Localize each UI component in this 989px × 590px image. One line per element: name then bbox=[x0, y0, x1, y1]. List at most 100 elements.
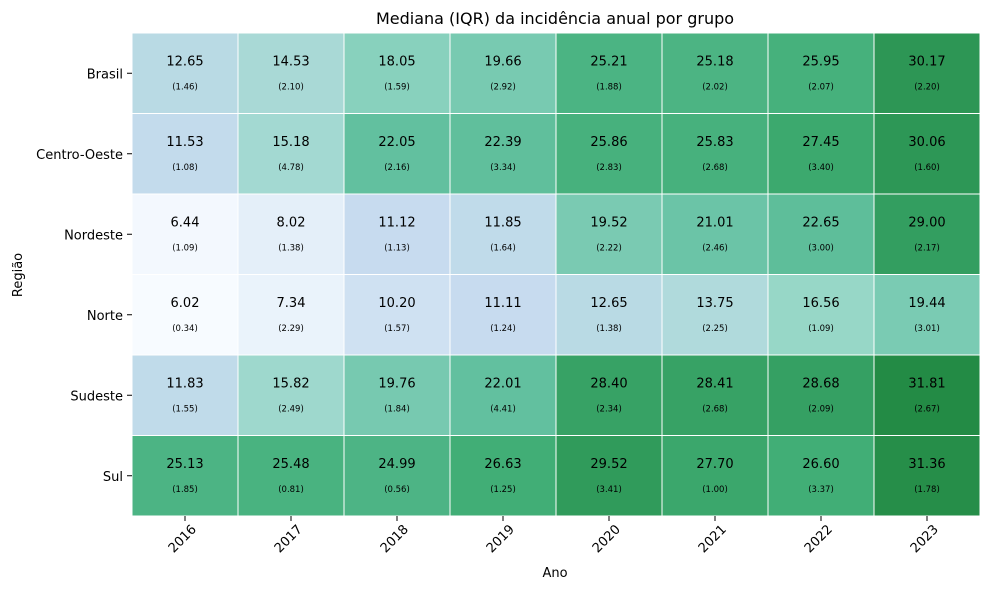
y-axis: Brasil Centro-Oeste Nordeste Norte Sudeste Su… bbox=[36, 67, 132, 485]
heatmap-cell bbox=[661, 435, 769, 517]
cell-value-label: 12.65 bbox=[166, 54, 203, 69]
x-tick-label: 2022 bbox=[802, 522, 836, 556]
heatmap-cell bbox=[661, 32, 769, 114]
cell-value-label: 10.20 bbox=[378, 296, 415, 311]
heatmap-cell bbox=[131, 113, 239, 195]
cell-value-label: 26.63 bbox=[484, 457, 521, 472]
cell-iqr-label: (1.59) bbox=[384, 82, 410, 92]
heatmap-cell bbox=[767, 354, 875, 436]
cell-value-label: 22.05 bbox=[378, 135, 415, 150]
cell-value-label: 7.34 bbox=[277, 296, 306, 311]
cell-value-label: 14.53 bbox=[272, 54, 309, 69]
cell-iqr-label: (2.07) bbox=[808, 82, 834, 92]
heatmap-cell bbox=[131, 32, 239, 114]
cell-value-label: 30.17 bbox=[908, 54, 945, 69]
x-tick-label: 2020 bbox=[590, 522, 624, 556]
heatmap-cell bbox=[237, 32, 345, 114]
heatmap-cell bbox=[237, 193, 345, 275]
heatmap-cell bbox=[767, 193, 875, 275]
cell-value-label: 13.75 bbox=[696, 296, 733, 311]
cell-value-label: 21.01 bbox=[696, 215, 733, 230]
cell-value-label: 15.18 bbox=[272, 135, 309, 150]
cell-iqr-label: (1.00) bbox=[702, 485, 728, 495]
cell-iqr-label: (1.38) bbox=[278, 243, 304, 253]
heatmap-cell bbox=[767, 113, 875, 195]
cell-iqr-label: (1.09) bbox=[808, 324, 834, 334]
cell-value-label: 25.21 bbox=[590, 54, 627, 69]
cell-iqr-label: (2.46) bbox=[702, 243, 728, 253]
x-tick-label: 2016 bbox=[166, 522, 200, 556]
y-tick-label: Norte bbox=[87, 309, 123, 324]
heatmap-cell bbox=[449, 113, 557, 195]
cell-iqr-label: (1.84) bbox=[384, 404, 410, 414]
y-tick-label: Sul bbox=[103, 470, 123, 485]
cell-iqr-label: (0.81) bbox=[278, 485, 304, 495]
heatmap-cell bbox=[661, 274, 769, 356]
cell-iqr-label: (1.60) bbox=[914, 163, 940, 173]
cell-iqr-label: (0.56) bbox=[384, 485, 410, 495]
cell-value-label: 27.70 bbox=[696, 457, 733, 472]
cell-iqr-label: (2.34) bbox=[596, 404, 622, 414]
heatmap-cell bbox=[449, 193, 557, 275]
cell-iqr-label: (2.17) bbox=[914, 243, 940, 253]
cell-iqr-label: (2.29) bbox=[278, 324, 304, 334]
cell-iqr-label: (2.68) bbox=[702, 163, 728, 173]
y-axis-label: Região bbox=[11, 253, 26, 297]
x-axis-label: Ano bbox=[542, 566, 567, 581]
y-tick-label: Sudeste bbox=[70, 389, 123, 404]
chart-title: Mediana (IQR) da incidência anual por gr… bbox=[376, 9, 734, 28]
cell-iqr-label: (2.20) bbox=[914, 82, 940, 92]
cell-iqr-label: (2.16) bbox=[384, 163, 410, 173]
cell-iqr-label: (1.64) bbox=[490, 243, 516, 253]
cell-value-label: 15.82 bbox=[272, 376, 309, 391]
cell-value-label: 19.66 bbox=[484, 54, 521, 69]
heatmap-cell bbox=[343, 32, 451, 114]
cell-value-label: 28.40 bbox=[590, 376, 627, 391]
heatmap-cell bbox=[555, 435, 663, 517]
cell-iqr-label: (1.25) bbox=[490, 485, 516, 495]
cell-value-label: 11.12 bbox=[378, 215, 415, 230]
cell-value-label: 28.41 bbox=[696, 376, 733, 391]
cell-iqr-label: (1.46) bbox=[172, 82, 198, 92]
cell-iqr-label: (1.88) bbox=[596, 82, 622, 92]
y-tick-label: Centro-Oeste bbox=[36, 148, 123, 163]
heatmap-cell bbox=[343, 354, 451, 436]
cell-iqr-label: (3.40) bbox=[808, 163, 834, 173]
cell-value-label: 6.44 bbox=[171, 215, 200, 230]
cell-iqr-label: (2.83) bbox=[596, 163, 622, 173]
heatmap-cell bbox=[343, 435, 451, 517]
cell-value-label: 30.06 bbox=[908, 135, 945, 150]
cell-iqr-label: (3.41) bbox=[596, 485, 622, 495]
cell-iqr-label: (1.55) bbox=[172, 404, 198, 414]
heatmap-cell bbox=[873, 274, 981, 356]
cell-iqr-label: (2.67) bbox=[914, 404, 940, 414]
cell-value-label: 24.99 bbox=[378, 457, 415, 472]
cell-iqr-label: (3.37) bbox=[808, 485, 834, 495]
x-tick-label: 2017 bbox=[272, 522, 306, 556]
heatmap-cell bbox=[767, 274, 875, 356]
heatmap-cell bbox=[555, 274, 663, 356]
cell-iqr-label: (1.78) bbox=[914, 485, 940, 495]
cell-value-label: 6.02 bbox=[171, 296, 200, 311]
cell-iqr-label: (1.24) bbox=[490, 324, 516, 334]
cell-value-label: 31.36 bbox=[908, 457, 945, 472]
heatmap-cell bbox=[343, 193, 451, 275]
heatmap-cell bbox=[661, 113, 769, 195]
heatmap-cell bbox=[873, 32, 981, 114]
cell-value-label: 29.00 bbox=[908, 215, 945, 230]
cell-iqr-label: (1.57) bbox=[384, 324, 410, 334]
x-tick-label: 2023 bbox=[908, 522, 942, 556]
cell-iqr-label: (3.01) bbox=[914, 324, 940, 334]
heatmap-cell bbox=[449, 354, 557, 436]
cell-iqr-label: (4.78) bbox=[278, 163, 304, 173]
heatmap-cell bbox=[343, 274, 451, 356]
cell-iqr-label: (1.09) bbox=[172, 243, 198, 253]
cell-iqr-label: (2.10) bbox=[278, 82, 304, 92]
cell-value-label: 22.01 bbox=[484, 376, 521, 391]
heatmap-cell bbox=[767, 435, 875, 517]
heatmap-cell bbox=[449, 274, 557, 356]
cell-value-label: 11.85 bbox=[484, 215, 521, 230]
heatmap-cell bbox=[131, 193, 239, 275]
cell-value-label: 19.76 bbox=[378, 376, 415, 391]
cell-iqr-label: (3.00) bbox=[808, 243, 834, 253]
